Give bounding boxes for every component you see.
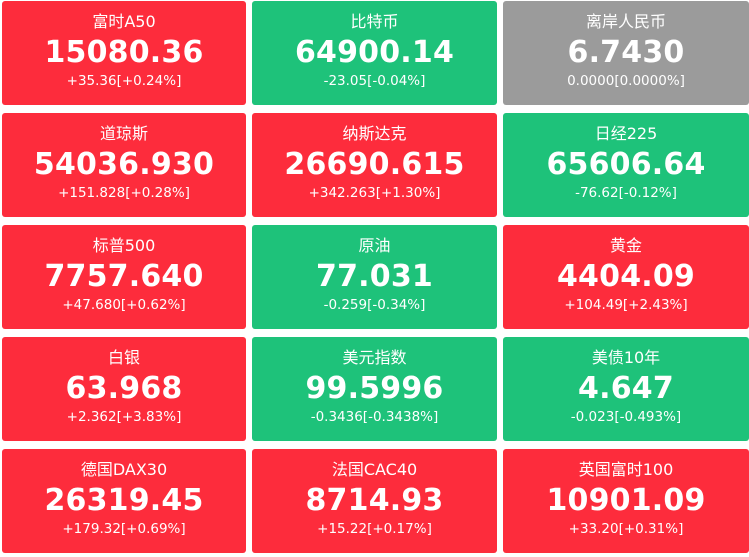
quote-price: 26319.45 (44, 483, 204, 518)
quote-price: 4.647 (578, 371, 674, 406)
quote-change: +47.680[+0.62%] (62, 297, 186, 313)
quote-price: 15080.36 (44, 35, 204, 70)
quote-name: 标普500 (92, 236, 156, 255)
quote-change: +104.49[+2.43%] (564, 297, 688, 313)
quote-name: 纳斯达克 (342, 124, 407, 143)
quote-price: 65606.64 (546, 147, 706, 182)
quote-change: +342.263[+1.30%] (308, 185, 441, 201)
quote-price: 77.031 (316, 259, 433, 294)
quote-name: 比特币 (350, 12, 399, 31)
quote-price: 6.7430 (567, 35, 685, 70)
quote-tile-ftse-100[interactable]: 英国富时100 10901.09 +33.20[+0.31%] (503, 449, 749, 553)
quote-name: 黄金 (609, 236, 642, 255)
quote-name: 白银 (107, 348, 140, 367)
quote-price: 8714.93 (305, 483, 444, 518)
quote-name: 原油 (358, 236, 391, 255)
quote-tile-dax-30[interactable]: 德国DAX30 26319.45 +179.32[+0.69%] (2, 449, 246, 553)
quote-change: +2.362[+3.83%] (66, 409, 182, 425)
quote-price: 99.5996 (305, 371, 444, 406)
quote-name: 美债10年 (591, 348, 661, 367)
quote-tile-silver[interactable]: 白银 63.968 +2.362[+3.83%] (2, 337, 246, 441)
quote-name: 富时A50 (92, 12, 156, 31)
quote-name: 道琼斯 (99, 124, 148, 143)
quote-change: +15.22[+0.17%] (317, 521, 432, 537)
quote-price: 7757.640 (44, 259, 204, 294)
quote-tile-crude-oil[interactable]: 原油 77.031 -0.259[-0.34%] (252, 225, 497, 329)
quote-change: -0.259[-0.34%] (323, 297, 426, 313)
quote-name: 法国CAC40 (331, 460, 418, 479)
quote-tile-gold[interactable]: 黄金 4404.09 +104.49[+2.43%] (503, 225, 749, 329)
quote-price: 26690.615 (284, 147, 465, 182)
quote-change: -23.05[-0.04%] (323, 73, 426, 89)
quote-change: -76.62[-0.12%] (575, 185, 677, 201)
quote-tile-dow-jones[interactable]: 道琼斯 54036.930 +151.828[+0.28%] (2, 113, 246, 217)
quote-change: +179.32[+0.69%] (62, 521, 186, 537)
quote-name: 美元指数 (342, 348, 407, 367)
quote-tile-offshore-rmb[interactable]: 离岸人民币 6.7430 0.0000[0.0000%] (503, 1, 749, 105)
quote-name: 离岸人民币 (585, 12, 666, 31)
quote-tile-cac-40[interactable]: 法国CAC40 8714.93 +15.22[+0.17%] (252, 449, 497, 553)
quote-price: 63.968 (65, 371, 183, 406)
quote-tile-us-10y-treasury[interactable]: 美债10年 4.647 -0.023[-0.493%] (503, 337, 749, 441)
quote-tile-nikkei-225[interactable]: 日经225 65606.64 -76.62[-0.12%] (503, 113, 749, 217)
quote-price: 4404.09 (556, 259, 696, 294)
quote-change: -0.3436[-0.3438%] (310, 409, 439, 425)
quote-tile-sp-500[interactable]: 标普500 7757.640 +47.680[+0.62%] (2, 225, 246, 329)
quote-tile-dollar-index[interactable]: 美元指数 99.5996 -0.3436[-0.3438%] (252, 337, 497, 441)
quote-change: +33.20[+0.31%] (568, 521, 684, 537)
quote-tile-ftse-china-a50[interactable]: 富时A50 15080.36 +35.36[+0.24%] (2, 1, 246, 105)
quote-change: +151.828[+0.28%] (58, 185, 190, 201)
quote-tile-nasdaq[interactable]: 纳斯达克 26690.615 +342.263[+1.30%] (252, 113, 497, 217)
quote-change: +35.36[+0.24%] (66, 73, 182, 89)
quote-name: 日经225 (594, 124, 658, 143)
quote-price: 64900.14 (294, 35, 455, 70)
quote-name: 德国DAX30 (80, 460, 168, 479)
quote-name: 英国富时100 (578, 460, 674, 479)
quote-price: 10901.09 (546, 483, 706, 518)
quote-change: -0.023[-0.493%] (570, 409, 682, 425)
quote-tile-bitcoin[interactable]: 比特币 64900.14 -23.05[-0.04%] (252, 1, 497, 105)
quote-change: 0.0000[0.0000%] (567, 73, 685, 89)
quote-price: 54036.930 (33, 147, 215, 182)
